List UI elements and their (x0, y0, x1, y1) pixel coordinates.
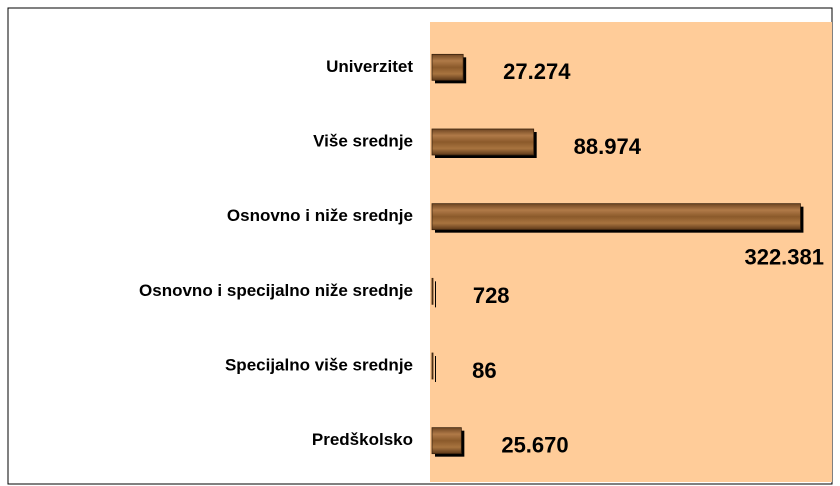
y-tick-label: Osnovno i niže srednje (227, 206, 413, 225)
bar (431, 277, 434, 305)
y-tick-label: Osnovno i specijalno niže srednje (139, 281, 413, 300)
data-label: 27.274 (503, 59, 571, 84)
bar (431, 203, 801, 231)
y-tick-label: Predškolsko (312, 430, 413, 449)
plot-background (430, 22, 832, 482)
data-label: 25.670 (501, 432, 568, 457)
data-label: 88.974 (574, 134, 642, 159)
data-label: 322.381 (744, 244, 824, 269)
bar-shadow (435, 356, 436, 382)
bar (431, 352, 434, 380)
bar (431, 427, 462, 455)
bar-shadow (435, 281, 436, 308)
bar (431, 128, 535, 156)
data-label: 86 (472, 358, 496, 383)
data-label: 728 (473, 283, 510, 308)
y-tick-label: Specijalno više srednje (225, 355, 413, 374)
y-tick-label: Više srednje (313, 131, 413, 150)
y-tick-label: Univerzitet (326, 57, 413, 76)
bar (431, 53, 464, 81)
